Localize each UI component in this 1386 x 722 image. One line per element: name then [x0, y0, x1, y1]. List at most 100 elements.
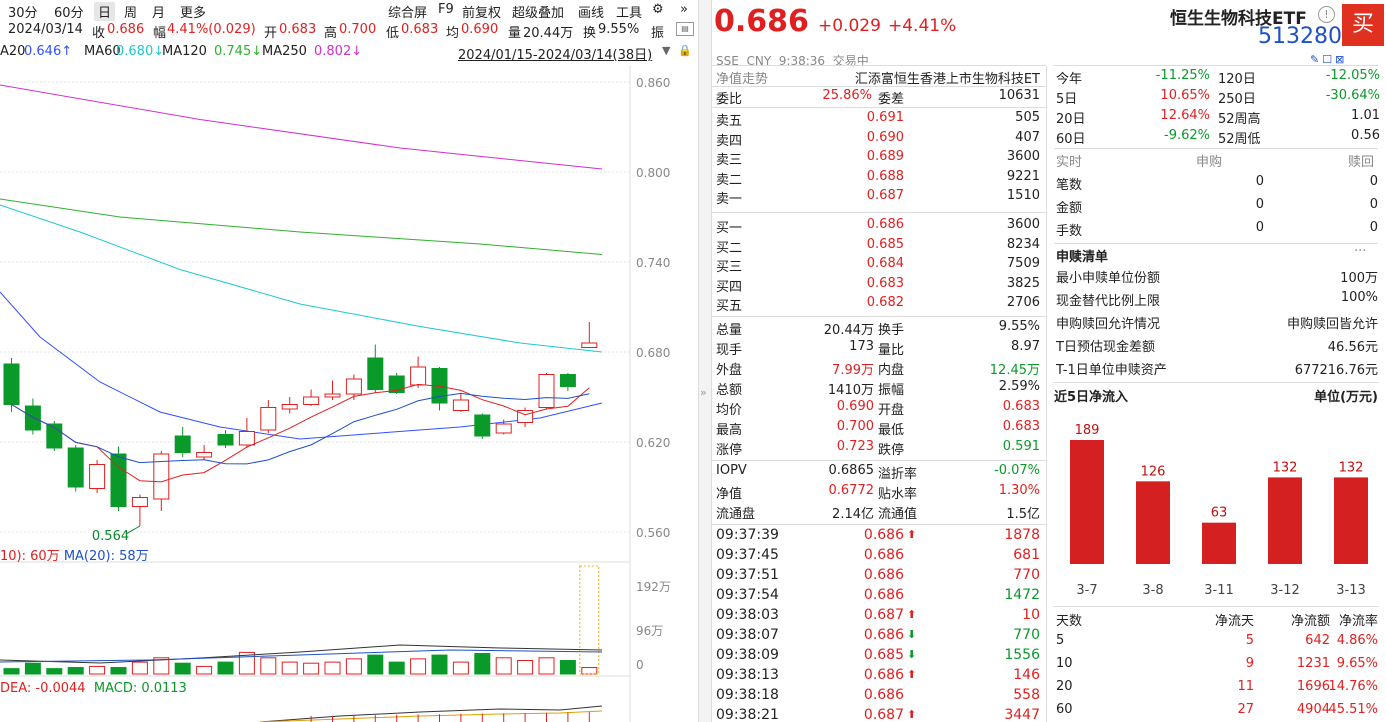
info-high-label: 高 [324, 26, 338, 41]
candle-body [3, 363, 20, 405]
asks-label: 卖四 [716, 133, 743, 149]
info-avg-value: 0.690 [461, 22, 499, 37]
kline-panel[interactable]: 30分 60分 日 周 月 更多 综合屏 F9 前复权 超级叠加 画线 工具 ⚙… [0, 0, 698, 722]
info-open-label: 开 [264, 26, 278, 41]
period-60min[interactable]: 60分 [54, 6, 84, 21]
volume-axis-label: 96万 [636, 624, 663, 638]
netflow-bar [1202, 522, 1236, 564]
return-value: 12.64% [1160, 108, 1210, 123]
stat-value: 0.690 [836, 399, 874, 414]
period-day[interactable]: 日 [94, 2, 116, 21]
volume-bar [89, 665, 106, 675]
creation-row-value: 46.56元 [1327, 340, 1378, 355]
info-close-label: 收 [92, 26, 106, 41]
panel-divider[interactable]: » [698, 0, 712, 722]
divider [1054, 65, 1378, 66]
price-axis-label: 0.800 [636, 166, 670, 180]
volume-ma10-line [0, 644, 603, 664]
vol-ma10-label: 10): 60万 MA(20): 58万 [0, 549, 149, 564]
tool-f9[interactable]: F9 [438, 2, 454, 17]
tick-volume: 146 [1013, 667, 1040, 683]
volume-bar [281, 661, 298, 675]
tool-overlay[interactable]: 超级叠加 [512, 6, 565, 21]
netflow-days: 5 [1056, 633, 1065, 648]
asks-price[interactable]: 0.688 [866, 168, 904, 184]
divider [712, 212, 1046, 213]
date-range[interactable]: 2024/01/15-2024/03/14(38日) [458, 48, 653, 63]
candle-body [431, 368, 448, 404]
netflow-header: 净流额 [1290, 614, 1330, 629]
volume-bar [260, 657, 277, 675]
gear-icon[interactable]: ⚙ [652, 2, 664, 17]
tracked-fund-name[interactable]: 汇添富恒生香港上市生物科技ET [854, 72, 1040, 87]
period-more[interactable]: 更多 [180, 6, 207, 21]
price-change: +0.029 [818, 16, 881, 36]
candle-body [260, 407, 277, 431]
last-price: 0.686 [714, 4, 809, 39]
tick-price: 0.685 [863, 647, 904, 663]
quote-panel: 0.686 +0.029 +4.41% 恒生生物科技ETF ! 513280 买… [712, 0, 1386, 722]
stat-label: 现手 [716, 343, 743, 358]
stat-value: 1.5亿 [1006, 507, 1040, 522]
bids-price[interactable]: 0.683 [866, 275, 904, 291]
info-change-value: 4.41%(0.029) [167, 22, 256, 37]
creation-row-value: 100万 [1340, 271, 1378, 286]
info-date: 2024/03/14 [8, 22, 83, 37]
return-value: -12.05% [1325, 68, 1380, 83]
nav-trend-label[interactable]: 净值走势 [716, 72, 769, 87]
info-vol-label: 量 [508, 26, 522, 41]
stat-label: 溢折率 [878, 467, 918, 482]
asks-price[interactable]: 0.689 [866, 149, 904, 165]
asks-price[interactable]: 0.687 [866, 188, 904, 204]
return-label: 52周低 [1218, 132, 1261, 147]
order-ratio-label: 委比 [716, 92, 743, 107]
more-icon[interactable]: ··· [1354, 244, 1367, 259]
volume-bar [345, 658, 362, 675]
tool-overview[interactable]: 综合屏 [388, 6, 428, 21]
bids-label: 买一 [716, 221, 743, 236]
bids-price[interactable]: 0.686 [866, 217, 904, 232]
return-value: -30.64% [1325, 88, 1380, 103]
tick-time: 09:38:07 [716, 627, 779, 643]
lock-icon[interactable]: 🔒 [678, 44, 692, 57]
period-week[interactable]: 周 [124, 6, 138, 21]
info-close-value: 0.686 [107, 22, 145, 37]
volume-axis-label: 0 [636, 658, 644, 672]
double-chevron-right-icon[interactable]: » [680, 2, 688, 17]
stat-value: 8.97 [1011, 339, 1040, 354]
order-ratio-value: 25.86% [822, 88, 872, 103]
candle-body [324, 393, 341, 398]
realtime-row-label: 笔数 [1056, 178, 1083, 193]
asks-price[interactable]: 0.690 [866, 129, 904, 145]
buy-button[interactable]: 买 [1342, 4, 1384, 46]
bids-price[interactable]: 0.684 [866, 256, 904, 272]
tick-price: 0.686 [863, 567, 904, 583]
tick-time: 09:37:51 [716, 567, 779, 583]
volume-bar [3, 668, 20, 675]
stat-value: 0.591 [1002, 439, 1040, 454]
warning-icon[interactable]: ! [1318, 6, 1335, 23]
chart-settings-icon[interactable]: ▤ [676, 22, 694, 36]
panel-window-icons[interactable]: ✎☐⊠ [1310, 53, 1348, 66]
selected-day-marker [579, 565, 600, 675]
period-30min[interactable]: 30分 [8, 6, 38, 21]
tool-adjust[interactable]: 前复权 [462, 6, 502, 21]
bids-price[interactable]: 0.685 [866, 236, 904, 252]
tick-volume: 1878 [1004, 527, 1040, 543]
triangle-down-icon[interactable]: ▼ [662, 44, 671, 57]
ma60-value: 0.680↓ [116, 44, 165, 59]
stat-value: 0.6865 [828, 463, 875, 478]
bids-price[interactable]: 0.682 [866, 295, 904, 311]
double-chevron-right-icon[interactable]: » [700, 386, 707, 399]
arrow-up-icon: ⬆ [907, 668, 917, 681]
period-month[interactable]: 月 [152, 6, 166, 21]
tool-draw[interactable]: 画线 [578, 6, 605, 21]
netflow-rate: 4.86% [1336, 633, 1378, 648]
price-axis-label: 0.620 [636, 436, 670, 450]
tick-price: 0.687 [863, 607, 904, 623]
tool-tools[interactable]: 工具 [616, 6, 643, 21]
tick-time: 09:37:45 [716, 547, 779, 563]
tick-volume: 10 [1022, 607, 1040, 623]
asks-price[interactable]: 0.691 [866, 110, 904, 125]
asks-volume: 9221 [1006, 168, 1040, 184]
